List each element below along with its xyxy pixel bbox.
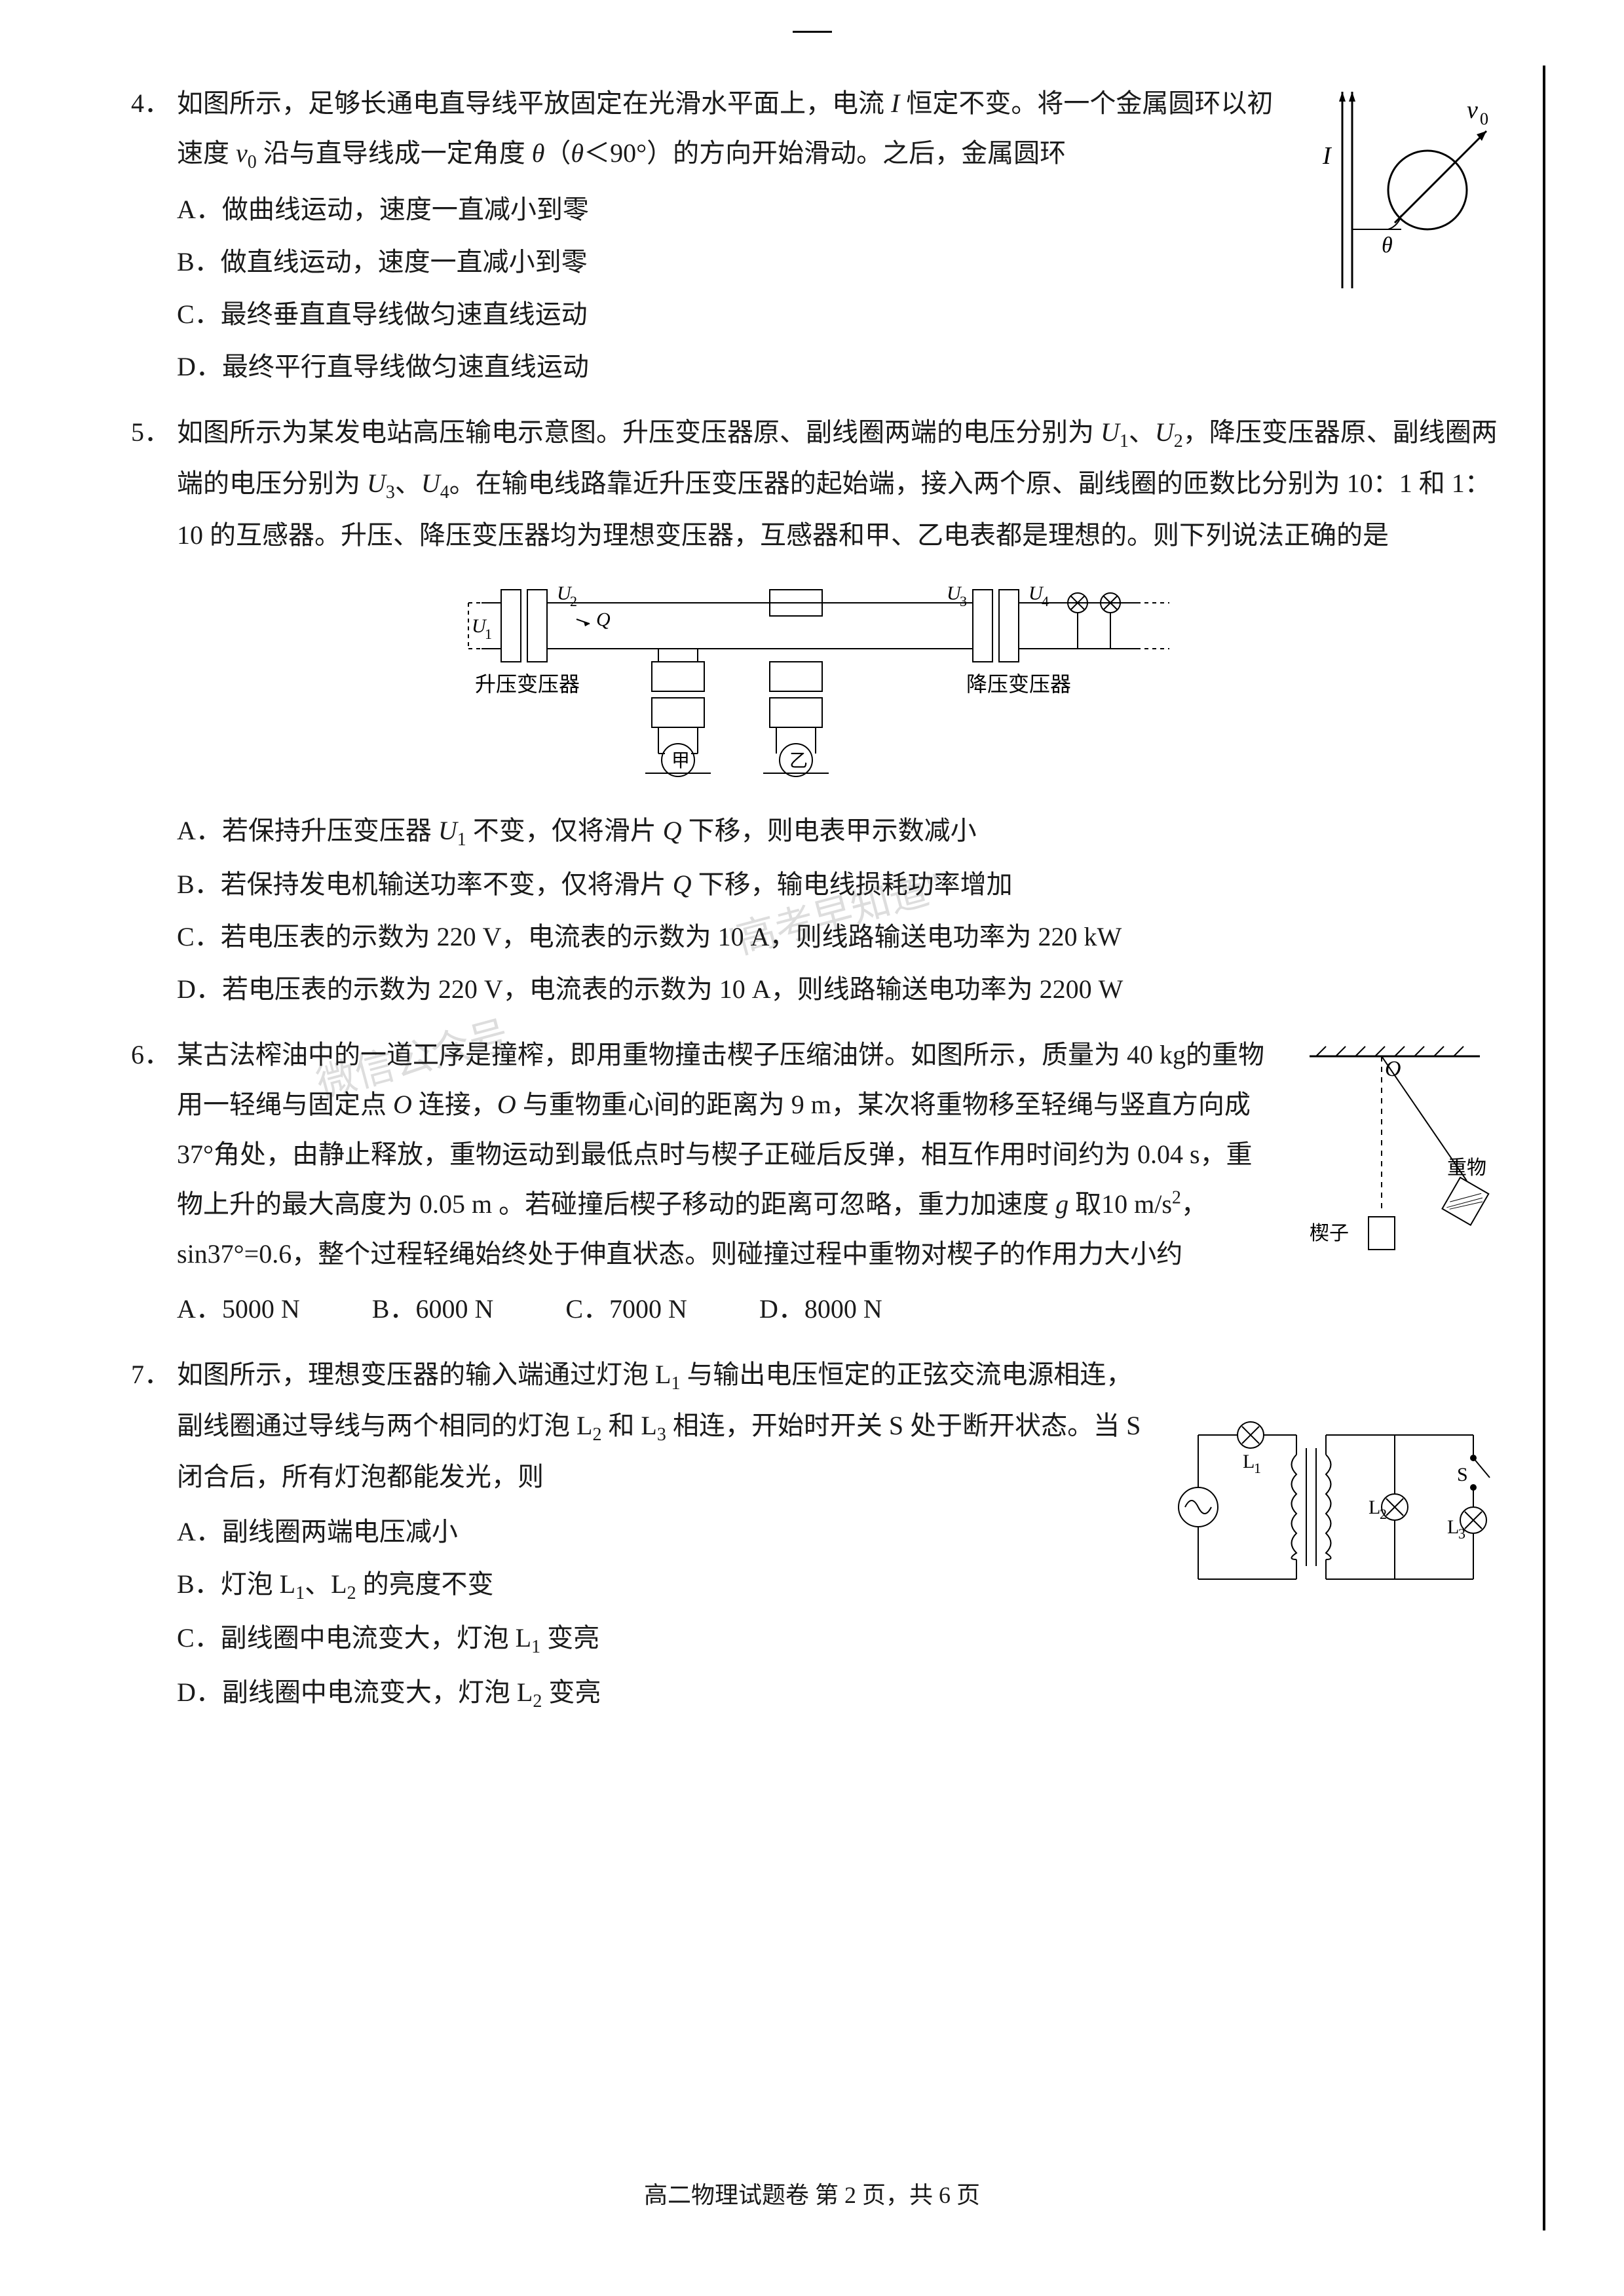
svg-text:1: 1 [485,626,492,642]
svg-text:3: 3 [1458,1525,1465,1542]
page-mark [793,7,832,33]
svg-text:L: L [1369,1497,1380,1518]
q7-figure: L 1 [1165,1402,1506,1612]
question-number: 6． [131,1030,170,1080]
q6-figure: O 重物 楔子 [1283,1030,1506,1266]
svg-text:Q: Q [596,609,611,630]
q6-options: A．5000 N B．6000 N C．7000 N D．8000 N [177,1284,1506,1337]
question-7: 7． L 1 [131,1350,1506,1721]
svg-text:楔子: 楔子 [1310,1223,1349,1244]
q4-option-d: D．最终平行直导线做匀速直线运动 [177,342,1506,392]
question-5: 5． 如图所示为某发电站高压输电示意图。升压变压器原、副线圈两端的电压分别为 U… [131,408,1506,1017]
q6-option-c: C．7000 N [565,1284,687,1334]
q6-option-a: A．5000 N [177,1284,300,1334]
svg-text:1: 1 [1254,1460,1261,1476]
question-4: 4． I v 0 θ 如图所示，足够长通电直导线平放固定在光滑水平面上，电流 I… [131,79,1506,394]
q5-option-c: C．若电压表的示数为 220 V，电流表的示数为 10 A，则线路输送电功率为 … [177,912,1506,962]
question-number: 7． [131,1350,170,1400]
svg-text:3: 3 [960,593,967,609]
q7-option-c: C．副线圈中电流变大，灯泡 L1 变亮 [177,1613,1506,1664]
svg-text:I: I [1322,142,1332,170]
svg-text:重物: 重物 [1447,1157,1486,1179]
q6-option-b: B．6000 N [372,1284,494,1334]
svg-text:L: L [1243,1451,1255,1472]
svg-text:θ: θ [1382,233,1393,258]
q5-option-d: D．若电压表的示数为 220 V，电流表的示数为 10 A，则线路输送电功率为 … [177,965,1506,1014]
svg-text:降压变压器: 降压变压器 [966,672,1071,696]
q5-option-a: A．若保持升压变压器 U1 不变，仅将滑片 Q 下移，则电表甲示数减小 [177,806,1506,857]
q4-figure: I v 0 θ [1296,79,1506,301]
q6-option-d: D．8000 N [759,1284,882,1334]
svg-text:甲: 甲 [671,751,690,771]
svg-text:升压变压器: 升压变压器 [475,672,580,696]
q5-figure: U 1 U 2 Q 升压变压器 [177,570,1506,796]
question-number: 4． [131,79,170,128]
svg-text:2: 2 [1380,1506,1387,1522]
svg-text:2: 2 [570,593,577,609]
svg-text:4: 4 [1042,593,1049,609]
svg-text:乙: 乙 [789,751,808,771]
svg-text:S: S [1457,1464,1468,1485]
q7-option-d: D．副线圈中电流变大，灯泡 L2 变亮 [177,1668,1506,1719]
right-margin-line [1543,66,1545,2230]
question-number: 5． [131,408,170,457]
svg-text:v: v [1467,96,1478,124]
q5-option-b: B．若保持发电机输送功率不变，仅将滑片 Q 下移，输电线损耗功率增加 [177,860,1506,909]
svg-text:0: 0 [1480,109,1488,128]
svg-text:O: O [1385,1057,1401,1081]
page-footer: 高二物理试题卷 第 2 页，共 6 页 [0,2173,1624,2217]
q5-stem: 如图所示为某发电站高压输电示意图。升压变压器原、副线圈两端的电压分别为 U1、U… [177,408,1506,560]
question-6: 6． O 重物 [131,1030,1506,1337]
svg-text:L: L [1447,1516,1459,1538]
